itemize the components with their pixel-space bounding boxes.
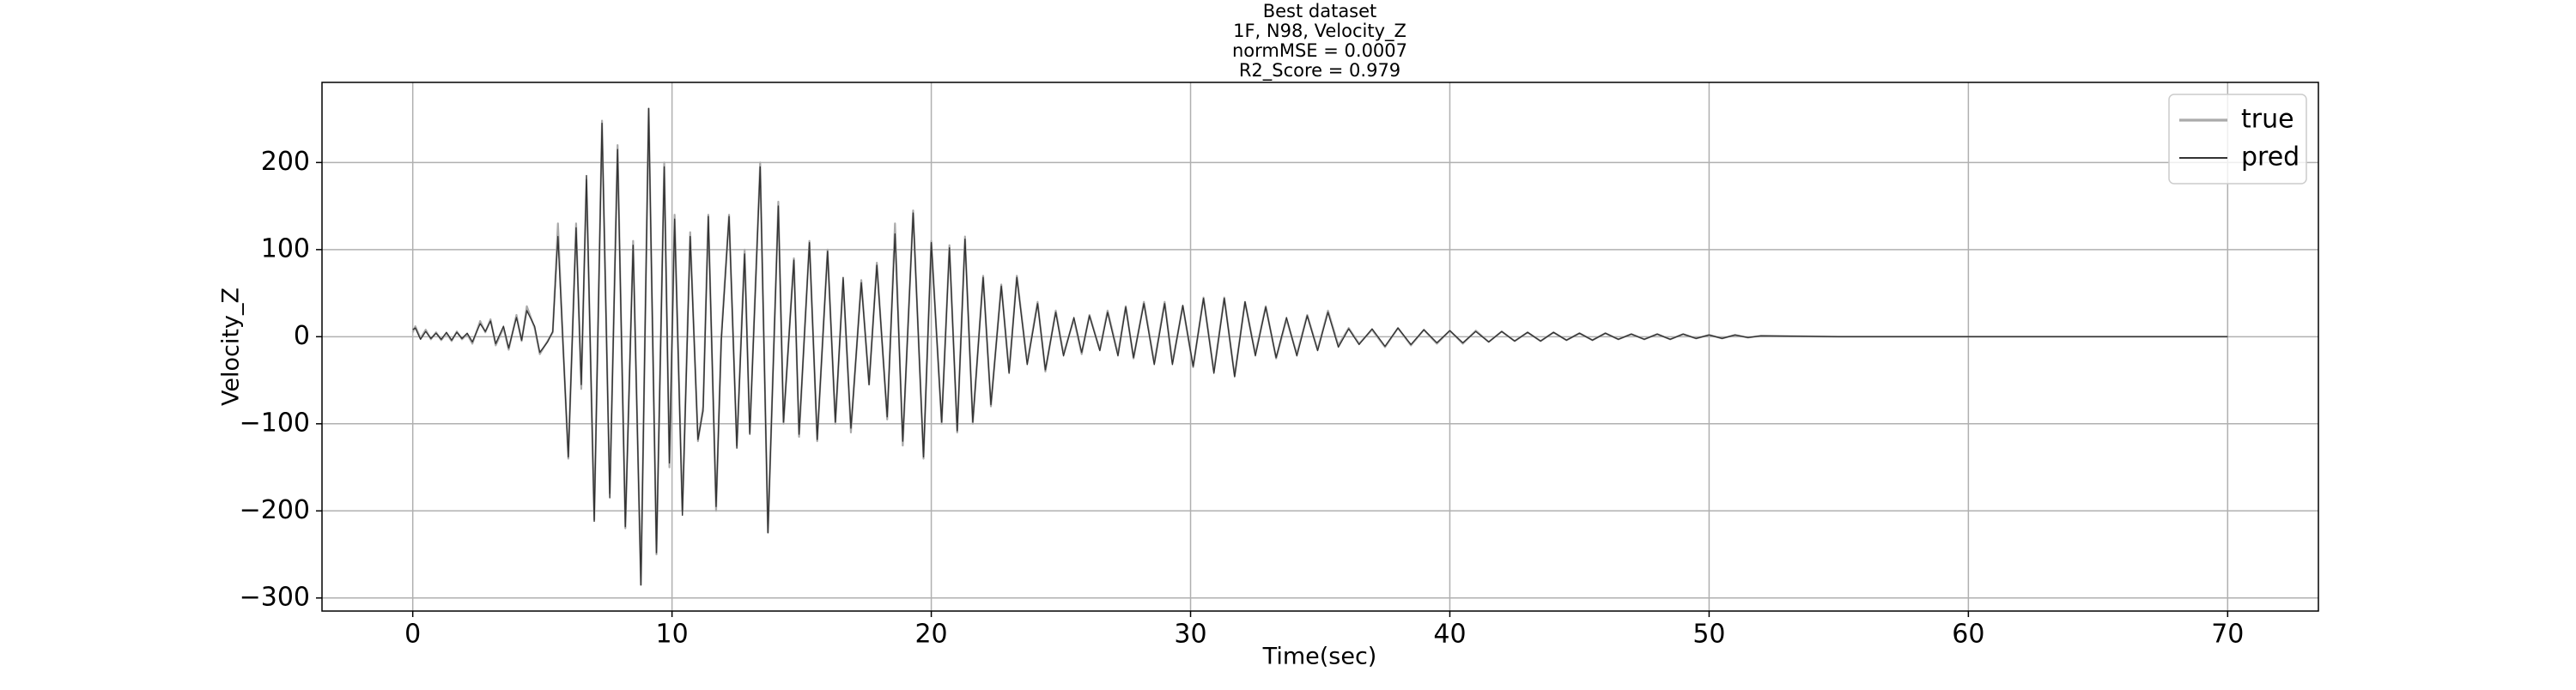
- legend-label: pred: [2241, 142, 2300, 172]
- y-tick-label: −200: [240, 495, 310, 525]
- y-tick-label: 0: [294, 321, 310, 351]
- legend-label: true: [2241, 105, 2294, 135]
- x-tick-label: 40: [1433, 620, 1466, 650]
- y-axis-label: Velocity_Z: [218, 288, 245, 406]
- chart-subtitle: normMSE = 0.0007: [1232, 40, 1407, 61]
- chart-subtitle: 1F, N98, Velocity_Z: [1233, 21, 1406, 42]
- plot-frame: [321, 82, 2319, 612]
- x-tick-label: 60: [1952, 620, 1984, 650]
- legend-box: [2168, 94, 2307, 185]
- y-tick-label: −100: [240, 408, 310, 438]
- x-tick-label: 50: [1692, 620, 1725, 650]
- x-axis-label: Time(sec): [1262, 644, 1377, 670]
- x-tick-label: 20: [914, 620, 947, 650]
- series-line: [412, 107, 2228, 586]
- y-tick-label: 100: [261, 233, 310, 263]
- x-tick-label: 70: [2211, 620, 2244, 650]
- y-tick-label: −300: [240, 582, 310, 612]
- x-tick-label: 10: [656, 620, 689, 650]
- chart-title: Best dataset: [1263, 1, 1377, 21]
- chart-subtitle: R2_Score = 0.979: [1239, 60, 1400, 82]
- x-tick-label: 30: [1174, 620, 1206, 650]
- y-tick-label: 200: [261, 147, 310, 177]
- x-tick-label: 0: [404, 620, 421, 650]
